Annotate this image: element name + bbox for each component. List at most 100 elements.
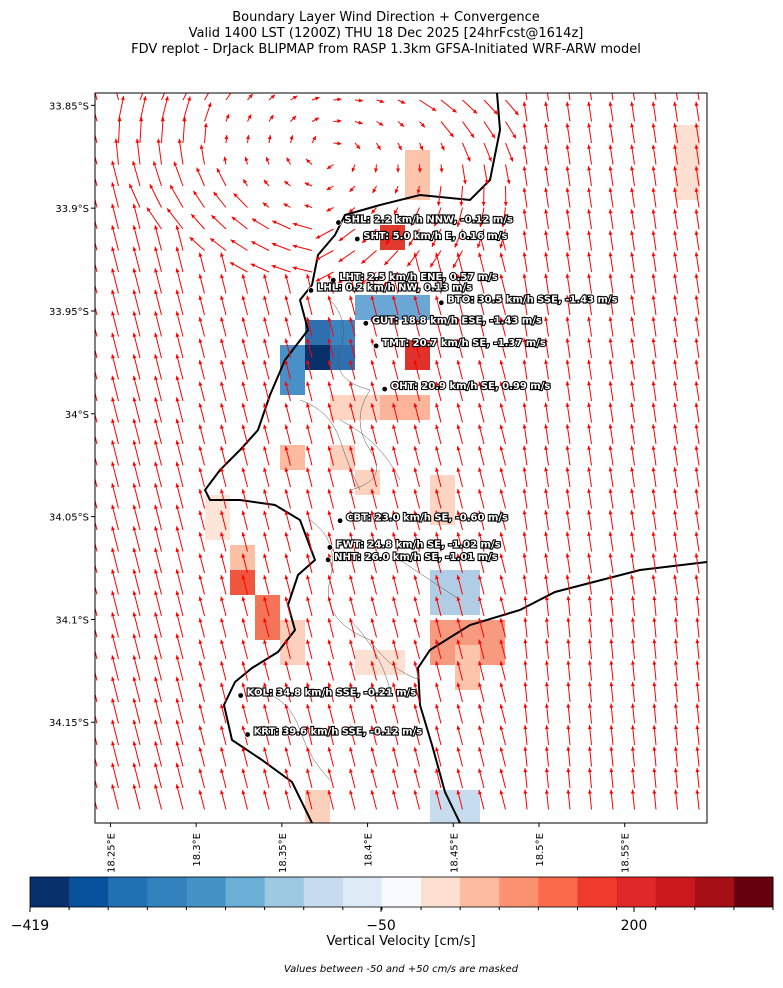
arrow-head bbox=[435, 446, 439, 450]
arrow-head bbox=[328, 489, 332, 493]
arrow-head bbox=[90, 333, 94, 337]
wind-arrow bbox=[91, 741, 97, 766]
arrow-head bbox=[371, 683, 375, 687]
arrow-head bbox=[90, 548, 94, 552]
arrow-head bbox=[414, 489, 418, 493]
arrow-head bbox=[695, 80, 699, 84]
arrow-head bbox=[90, 247, 94, 251]
arrow-head bbox=[371, 790, 375, 794]
arrow-head bbox=[111, 634, 115, 638]
arrow-head bbox=[478, 425, 482, 429]
arrow-head bbox=[242, 704, 246, 708]
arrow-head bbox=[90, 139, 94, 143]
arrow-head bbox=[90, 96, 94, 100]
arrow-head bbox=[111, 268, 115, 272]
arrow-head bbox=[90, 419, 94, 423]
arrow-head bbox=[306, 683, 310, 687]
arrow-head bbox=[154, 462, 158, 466]
colorbar-cell bbox=[382, 877, 422, 907]
wind-arrow bbox=[91, 182, 97, 207]
arrow-head bbox=[457, 747, 461, 751]
arrow-head bbox=[285, 403, 289, 407]
arrow-head bbox=[90, 118, 94, 122]
arrow-head bbox=[176, 290, 180, 294]
arrow-head bbox=[133, 311, 137, 315]
arrow-head bbox=[414, 468, 418, 472]
arrow-head bbox=[176, 591, 180, 595]
arrow-head bbox=[371, 747, 375, 751]
arrow-head bbox=[133, 634, 137, 638]
arrow-head bbox=[349, 661, 353, 665]
arrow-head bbox=[176, 526, 180, 530]
arrow-head bbox=[200, 145, 204, 149]
arrow-head bbox=[176, 247, 180, 251]
arrow-head bbox=[435, 683, 439, 687]
arrow-head bbox=[90, 634, 94, 638]
arrow-head bbox=[349, 790, 353, 794]
arrow-head bbox=[392, 425, 396, 429]
arrow-head bbox=[111, 655, 115, 659]
arrow-head bbox=[371, 618, 375, 622]
arrow-head bbox=[328, 296, 332, 300]
station-dot bbox=[245, 732, 251, 738]
title-line: Boundary Layer Wind Direction + Converge… bbox=[232, 10, 540, 25]
arrow-head bbox=[154, 419, 158, 423]
x-tick-label: 18.25°E bbox=[106, 833, 117, 873]
arrow-head bbox=[285, 317, 289, 321]
arrow-head bbox=[500, 360, 504, 364]
arrow-head bbox=[154, 655, 158, 659]
arrow-head bbox=[371, 425, 375, 429]
arrow-head bbox=[111, 548, 115, 552]
arrow-head bbox=[154, 247, 158, 251]
arrow-head bbox=[161, 117, 165, 121]
map-frame bbox=[95, 93, 707, 823]
arrow-head bbox=[111, 290, 115, 294]
arrow-head bbox=[414, 532, 418, 536]
arrow-head bbox=[154, 720, 158, 724]
arrow-head bbox=[587, 80, 591, 84]
arrow-head bbox=[478, 253, 482, 257]
shade-cell bbox=[355, 470, 380, 495]
arrow-head bbox=[154, 526, 158, 530]
wind-arrow bbox=[546, 80, 549, 100]
colorbar-tick-label: −50 bbox=[366, 918, 396, 934]
arrow-head bbox=[242, 532, 246, 536]
arrow-head bbox=[392, 790, 396, 794]
title-line: Valid 1400 LST (1200Z) THU 18 Dec 2025 [… bbox=[189, 26, 584, 41]
arrow-head bbox=[328, 597, 332, 601]
arrow-head bbox=[414, 747, 418, 751]
arrow-head bbox=[263, 360, 267, 364]
arrow-head bbox=[220, 747, 224, 751]
arrow-head bbox=[133, 612, 137, 616]
arrow-head bbox=[371, 360, 375, 364]
arrow-head bbox=[263, 575, 267, 579]
arrow-head bbox=[263, 296, 267, 300]
arrow-head bbox=[263, 425, 267, 429]
wind-arrow bbox=[91, 354, 97, 379]
arrow-head bbox=[133, 505, 137, 509]
arrow-head bbox=[500, 446, 504, 450]
arrow-head bbox=[242, 425, 246, 429]
arrow-head bbox=[242, 726, 246, 730]
arrow-head bbox=[392, 446, 396, 450]
colorbar-cell bbox=[343, 877, 383, 907]
arrow-head bbox=[111, 333, 115, 337]
wind-arrow bbox=[91, 161, 97, 186]
arrow-head bbox=[306, 296, 310, 300]
arrow-head bbox=[220, 683, 224, 687]
arrow-head bbox=[111, 247, 115, 251]
arrow-head bbox=[482, 202, 486, 206]
arrow-head bbox=[414, 575, 418, 579]
arrow-head bbox=[500, 425, 504, 429]
arrow-head bbox=[500, 532, 504, 536]
arrow-head bbox=[211, 83, 215, 87]
arrow-head bbox=[263, 532, 267, 536]
arrow-head bbox=[371, 446, 375, 450]
arrow-head bbox=[457, 468, 461, 472]
arrow-head bbox=[154, 333, 158, 337]
arrow-head bbox=[306, 618, 310, 622]
arrow-head bbox=[435, 704, 439, 708]
arrow-head bbox=[154, 634, 158, 638]
arrow-head bbox=[242, 360, 246, 364]
